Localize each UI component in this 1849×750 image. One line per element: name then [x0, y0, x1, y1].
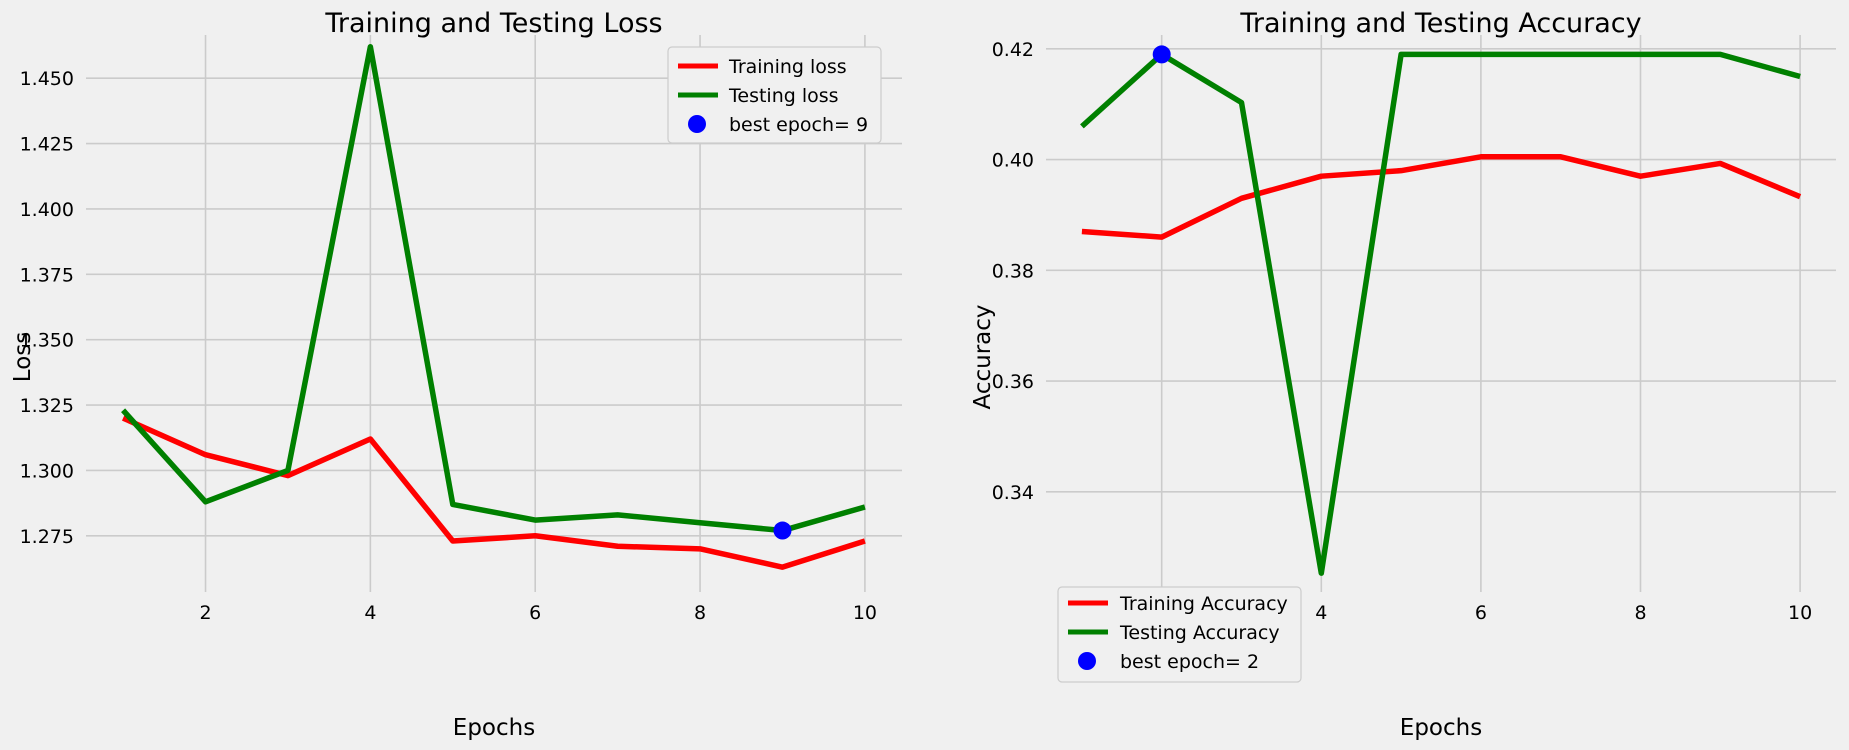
loss-ytick-label: 1.325	[20, 395, 74, 417]
loss-chart-xlabel: Epochs	[453, 715, 535, 741]
loss-ytick-label: 1.300	[20, 460, 74, 482]
loss-ytick-label: 1.350	[20, 330, 74, 352]
accuracy-series-line-testing	[1080, 51, 1801, 576]
loss-best-epoch-point	[773, 521, 792, 540]
accuracy-best-epoch-point	[1152, 45, 1171, 64]
accuracy-chart: Training and Testing Accuracy 2468100.34…	[970, 8, 1836, 741]
accuracy-ytick-label: 0.40	[992, 150, 1034, 172]
loss-ytick-label: 1.275	[20, 526, 74, 548]
loss-legend-label-best: best epoch= 9	[729, 114, 868, 136]
loss-ytick-label: 1.375	[20, 264, 74, 286]
accuracy-xtick-label: 8	[1634, 602, 1646, 624]
loss-series-line-training	[121, 415, 866, 570]
loss-chart: Training and Testing Loss 2 4 6 8 10 1.275 1.3…	[10, 8, 902, 741]
accuracy-chart-ylabel: Accuracy	[970, 304, 996, 409]
loss-chart-legend: Training loss Testing loss best epoch= 9	[667, 46, 882, 144]
loss-ytick-label: 1.425	[20, 134, 74, 156]
loss-xtick-label: 4	[364, 602, 376, 624]
accuracy-series-line-training	[1081, 154, 1802, 240]
accuracy-ytick-label: 0.38	[992, 260, 1034, 282]
loss-series-line-testing	[121, 44, 866, 534]
loss-legend-label-training: Training loss	[728, 56, 847, 78]
accuracy-legend-frame	[1057, 586, 1302, 683]
loss-xtick-label: 2	[199, 602, 211, 624]
loss-chart-ylabel: Loss	[10, 332, 36, 382]
accuracy-xtick-label: 4	[1315, 602, 1327, 624]
loss-xtick-label: 6	[529, 602, 541, 624]
loss-legend-label-testing: Testing loss	[728, 85, 839, 107]
loss-xtick-label: 8	[694, 602, 706, 624]
accuracy-chart-title: Training and Testing Accuracy	[1239, 8, 1641, 39]
accuracy-legend-label-best: best epoch= 2	[1120, 651, 1259, 673]
accuracy-legend-label-testing: Testing Accuracy	[1119, 622, 1280, 644]
accuracy-ytick-label: 0.34	[992, 482, 1034, 504]
accuracy-chart-legend: Training Accuracy Testing Accuracy best …	[1057, 586, 1302, 683]
accuracy-ytick-label: 0.36	[992, 371, 1034, 393]
accuracy-legend-swatch-best	[1078, 652, 1096, 670]
loss-legend-frame	[667, 46, 882, 144]
loss-chart-title: Training and Testing Loss	[324, 8, 662, 39]
accuracy-xtick-label: 10	[1788, 602, 1812, 624]
loss-ytick-label: 1.450	[20, 68, 74, 90]
accuracy-ytick-label: 0.42	[992, 39, 1034, 61]
accuracy-chart-xlabel: Epochs	[1400, 715, 1482, 741]
loss-ytick-label: 1.400	[20, 199, 74, 221]
accuracy-legend-label-training: Training Accuracy	[1119, 593, 1288, 615]
loss-legend-swatch-best	[688, 115, 706, 133]
loss-xtick-label: 10	[853, 602, 877, 624]
accuracy-xtick-label: 6	[1475, 602, 1487, 624]
